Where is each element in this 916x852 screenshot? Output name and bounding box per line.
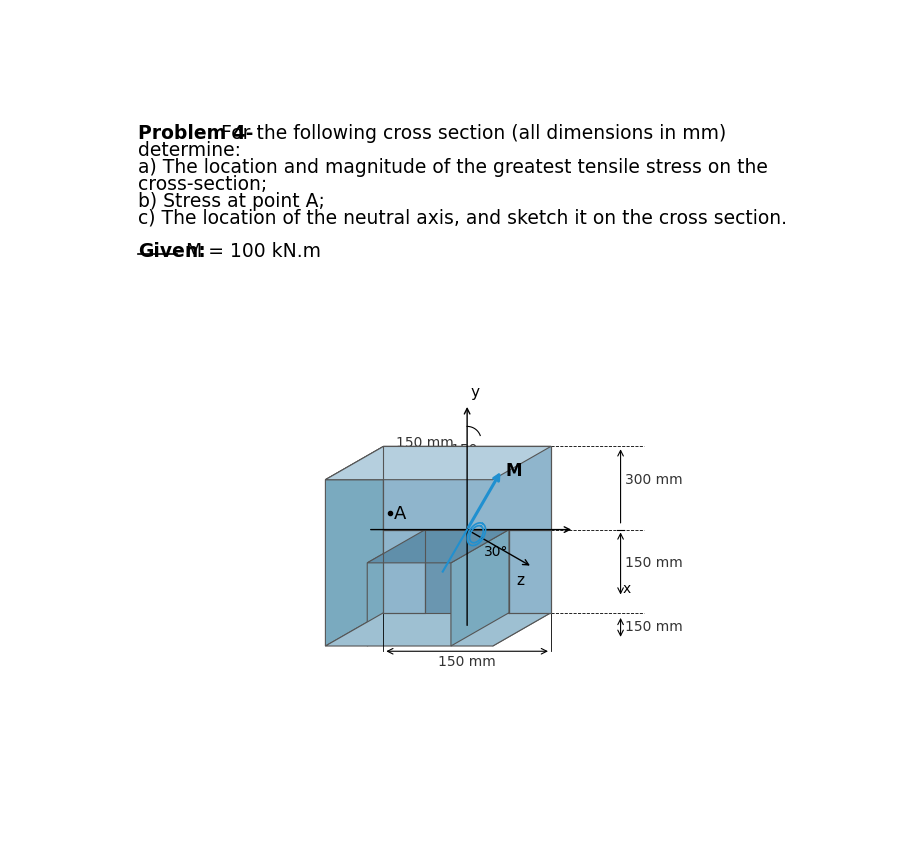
Polygon shape	[451, 530, 509, 646]
Text: 150 mm: 150 mm	[451, 442, 508, 457]
Polygon shape	[325, 446, 551, 480]
Text: Given:: Given:	[137, 242, 205, 262]
Polygon shape	[367, 530, 509, 563]
Text: M: M	[506, 462, 522, 481]
Text: M = 100 kN.m: M = 100 kN.m	[180, 242, 321, 262]
Text: a) The location and magnitude of the greatest tensile stress on the: a) The location and magnitude of the gre…	[137, 158, 768, 176]
Text: 30°: 30°	[485, 545, 508, 559]
Text: 150 mm: 150 mm	[626, 556, 683, 571]
Text: 300 mm: 300 mm	[626, 474, 682, 487]
Text: b) Stress at point A;: b) Stress at point A;	[137, 192, 324, 210]
Polygon shape	[325, 613, 551, 646]
Text: 150 mm: 150 mm	[397, 436, 454, 450]
Polygon shape	[367, 530, 425, 646]
Text: determine:: determine:	[137, 141, 241, 159]
Polygon shape	[325, 446, 551, 480]
Text: 150 mm: 150 mm	[438, 655, 496, 669]
Text: z: z	[517, 573, 525, 588]
Text: x: x	[623, 582, 631, 596]
Polygon shape	[325, 446, 384, 646]
Polygon shape	[509, 530, 551, 613]
Text: y: y	[471, 385, 480, 400]
Text: Problem 4-: Problem 4-	[137, 124, 253, 143]
Text: For the following cross section (all dimensions in mm): For the following cross section (all dim…	[215, 124, 726, 143]
Polygon shape	[493, 446, 551, 646]
Text: 150 mm: 150 mm	[626, 620, 683, 635]
Polygon shape	[425, 530, 509, 613]
Text: cross-section;: cross-section;	[137, 175, 267, 193]
Text: c) The location of the neutral axis, and sketch it on the cross section.: c) The location of the neutral axis, and…	[137, 209, 787, 227]
Polygon shape	[384, 530, 425, 613]
Text: A: A	[394, 505, 407, 523]
Polygon shape	[384, 446, 551, 530]
